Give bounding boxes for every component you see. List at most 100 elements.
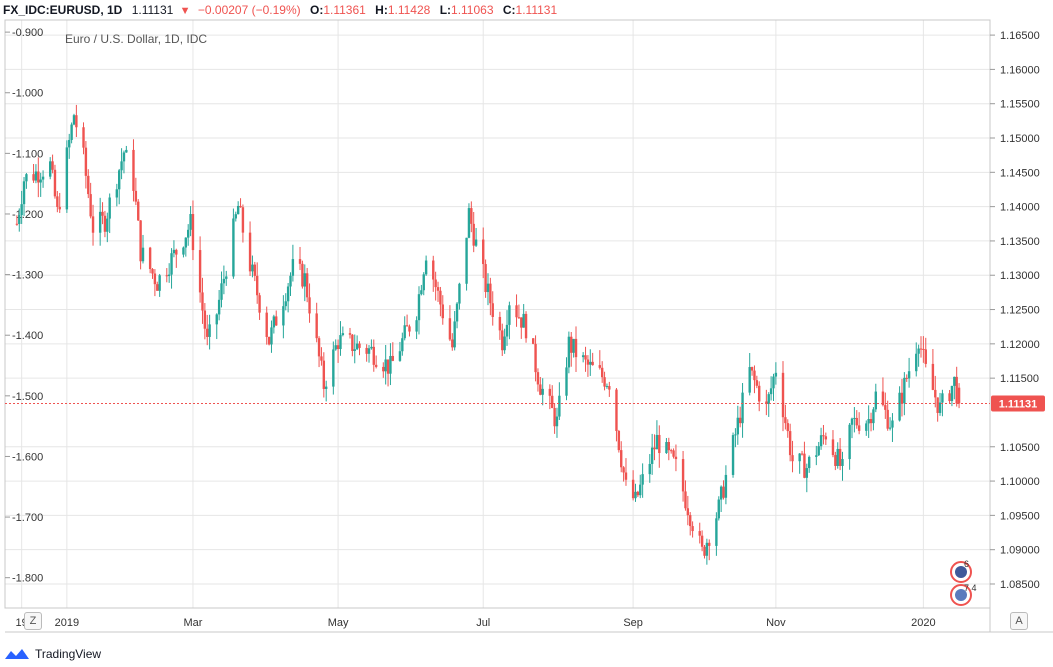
candle-body bbox=[800, 453, 804, 455]
candle-body bbox=[903, 377, 906, 404]
candle-body bbox=[75, 115, 78, 128]
candle-body bbox=[524, 313, 528, 339]
price-chart[interactable]: Euro / U.S. Dollar, 1D, IDC -0.900 -1.000… bbox=[0, 0, 1053, 640]
candle-body bbox=[617, 431, 621, 451]
candle-body bbox=[767, 394, 770, 405]
candle-body bbox=[691, 526, 694, 532]
candle-body bbox=[239, 205, 242, 208]
candle-body bbox=[655, 434, 659, 450]
candle-body bbox=[358, 343, 361, 348]
candle-body bbox=[798, 453, 801, 462]
candle-body bbox=[922, 348, 925, 350]
candle-body bbox=[898, 392, 901, 421]
candle-body bbox=[938, 402, 942, 413]
candle-body bbox=[719, 486, 723, 500]
candle-body bbox=[641, 474, 644, 485]
candle-body bbox=[267, 336, 271, 345]
left-tick-label: -1.700 bbox=[12, 512, 43, 524]
price-axis[interactable]: 1.16500 1.16000 1.15500 1.15000 1.14500 1.140… bbox=[990, 30, 1040, 591]
candle-body bbox=[303, 273, 306, 287]
candle-body bbox=[248, 232, 252, 272]
zoom-button[interactable]: Z bbox=[24, 612, 42, 630]
candle-body bbox=[386, 359, 390, 374]
candle-body bbox=[565, 367, 568, 396]
auto-scale-button[interactable]: A bbox=[1010, 612, 1028, 630]
left-tick-label: -1.500 bbox=[12, 391, 43, 403]
flag-eu-icon bbox=[955, 566, 967, 578]
candle-body bbox=[722, 486, 725, 498]
left-tick-label: -1.000 bbox=[12, 88, 43, 100]
candle-body bbox=[222, 278, 226, 284]
time-tick-label: Mar bbox=[183, 617, 202, 629]
event-badges[interactable]: 6 7 4 bbox=[950, 559, 977, 606]
event-count-2: 7 4 bbox=[964, 583, 977, 593]
pane-title: Euro / U.S. Dollar, 1D, IDC bbox=[65, 32, 207, 46]
symbol-name[interactable]: FX_IDC:EURUSD, 1D bbox=[3, 3, 123, 17]
candle-body bbox=[408, 326, 411, 332]
price-tick-label: 1.10500 bbox=[1000, 442, 1040, 454]
price-tick-label: 1.12000 bbox=[1000, 339, 1040, 351]
candle-body bbox=[948, 393, 951, 402]
time-axis[interactable]: 19 2019 Mar May Jul Sep Nov 2020 bbox=[16, 617, 936, 629]
low-label: L: bbox=[439, 3, 452, 17]
candle-body bbox=[253, 264, 257, 276]
price-tick-label: 1.15500 bbox=[1000, 99, 1040, 111]
candle-body bbox=[731, 435, 735, 475]
brand-name: TradingView bbox=[35, 647, 102, 661]
time-tick-label: 2020 bbox=[911, 617, 935, 629]
candle-body bbox=[824, 436, 828, 440]
candle-body bbox=[108, 197, 111, 219]
price-tick-label: 1.08500 bbox=[1000, 579, 1040, 591]
candle-body bbox=[574, 338, 578, 358]
candle-body bbox=[115, 189, 119, 198]
candle-body bbox=[539, 384, 542, 395]
candle-body bbox=[653, 447, 656, 450]
candle-body bbox=[686, 508, 690, 516]
tradingview-brand[interactable]: TradingView bbox=[4, 645, 101, 663]
candle-body bbox=[857, 425, 861, 431]
candle-body bbox=[184, 237, 188, 248]
candle-body bbox=[482, 239, 485, 265]
candle-body bbox=[669, 450, 673, 452]
price-tick-label: 1.11500 bbox=[1000, 373, 1039, 385]
candle-body bbox=[505, 324, 509, 337]
left-axis: -0.900-1.000-1.100-1.200-1.300-1.400-1.5… bbox=[5, 27, 43, 585]
candle-body bbox=[848, 424, 851, 460]
candle-body bbox=[139, 220, 142, 262]
candle-body bbox=[936, 397, 939, 413]
candle-body bbox=[907, 371, 911, 379]
candle-body bbox=[508, 305, 511, 325]
candle-body bbox=[175, 249, 178, 255]
candle-body bbox=[605, 386, 609, 388]
candle-body bbox=[498, 316, 502, 331]
candle-body bbox=[803, 453, 806, 478]
candle-body bbox=[158, 275, 161, 291]
candle-body bbox=[689, 515, 692, 527]
candle-body bbox=[522, 313, 525, 328]
candle-body bbox=[291, 259, 295, 276]
candle-body bbox=[467, 208, 471, 238]
candle-body bbox=[315, 313, 318, 339]
candle-body bbox=[734, 434, 737, 436]
candle-body bbox=[788, 431, 792, 456]
candle-body bbox=[624, 472, 628, 480]
candle-body bbox=[441, 304, 444, 319]
candle-body bbox=[822, 435, 825, 437]
candle-body bbox=[70, 124, 73, 140]
candle-body bbox=[201, 292, 204, 311]
candle-body bbox=[156, 284, 159, 291]
candle-body bbox=[872, 409, 875, 424]
candle-body bbox=[332, 349, 335, 387]
left-tick-label: -1.300 bbox=[12, 270, 43, 282]
candle-body bbox=[900, 392, 904, 404]
candle-body bbox=[301, 263, 304, 287]
candle-body bbox=[241, 207, 245, 233]
candle-body bbox=[570, 336, 573, 353]
candle-body bbox=[353, 349, 356, 351]
candle-body bbox=[700, 535, 704, 547]
candle-body bbox=[336, 345, 340, 350]
high-label: H: bbox=[375, 3, 388, 17]
candle-body bbox=[953, 376, 956, 386]
last-price-label: 1.11131 bbox=[999, 398, 1038, 410]
price-tick-label: 1.09500 bbox=[1000, 510, 1040, 522]
